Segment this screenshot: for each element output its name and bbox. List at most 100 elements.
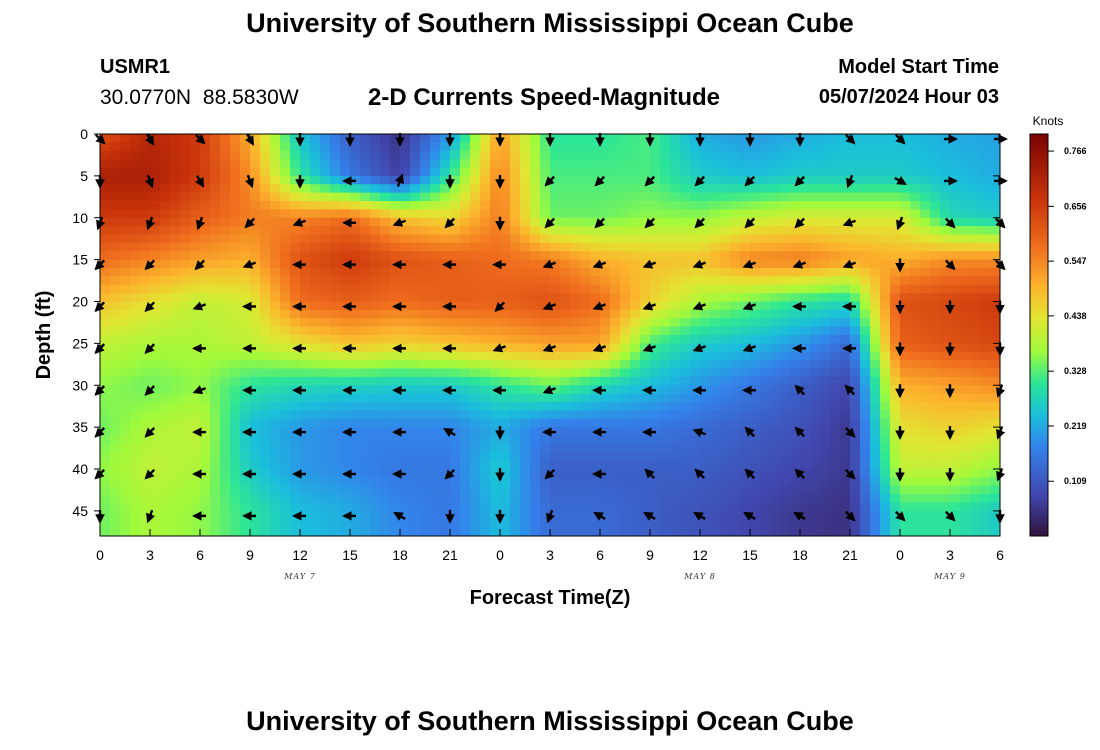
heatmap-cell	[120, 167, 131, 177]
heatmap-cell	[270, 192, 281, 202]
heatmap-cell	[400, 393, 411, 403]
heatmap-cell	[250, 226, 261, 236]
heatmap-cell	[110, 217, 121, 227]
heatmap-cell	[160, 175, 171, 185]
heatmap-cell	[970, 134, 981, 143]
heatmap-cell	[720, 259, 731, 269]
heatmap-cell	[260, 443, 271, 453]
heatmap-cell	[680, 251, 691, 261]
heatmap-cell	[510, 251, 521, 261]
heatmap-cell	[930, 469, 941, 478]
heatmap-cell	[260, 385, 271, 395]
heatmap-cell	[590, 184, 601, 194]
heatmap-cell	[100, 418, 111, 428]
heatmap-cell	[480, 184, 491, 194]
heatmap-cell	[670, 477, 681, 487]
heatmap-cell	[860, 217, 871, 227]
heatmap-cell	[890, 326, 901, 336]
heatmap-cell	[170, 201, 181, 210]
heatmap-cell	[260, 301, 271, 311]
heatmap-cell	[880, 443, 891, 453]
heatmap-cell	[220, 276, 231, 286]
heatmap-cell	[370, 209, 381, 219]
heatmap-cell	[640, 519, 651, 529]
heatmap-cell	[990, 326, 1000, 336]
heatmap-cell	[160, 418, 171, 428]
heatmap-cell	[140, 485, 151, 495]
heatmap-cell	[260, 477, 271, 487]
heatmap-cell	[550, 242, 561, 252]
heatmap-cell	[170, 376, 181, 386]
heatmap-cell	[310, 527, 321, 536]
heatmap-cell	[830, 410, 841, 420]
heatmap-cell	[420, 209, 431, 219]
heatmap-cell	[420, 318, 431, 328]
heatmap-cell	[690, 326, 701, 336]
heatmap-cell	[870, 510, 881, 520]
heatmap-cell	[410, 268, 421, 277]
heatmap-cell	[890, 360, 901, 370]
heatmap-cell	[990, 469, 1000, 478]
heatmap-cell	[760, 251, 771, 261]
heatmap-cell	[370, 360, 381, 370]
heatmap-cell	[230, 326, 241, 336]
heatmap-cell	[840, 209, 851, 219]
heatmap-cell	[810, 502, 821, 512]
heatmap-cell	[280, 167, 291, 177]
heatmap-cell	[320, 142, 331, 152]
heatmap-cell	[230, 234, 241, 244]
heatmap-cell	[120, 402, 131, 411]
current-arrow	[844, 384, 856, 396]
heatmap-cell	[310, 477, 321, 487]
heatmap-cell	[920, 293, 931, 303]
heatmap-cell	[100, 485, 111, 495]
heatmap-cell	[880, 251, 891, 261]
heatmap-cell	[330, 477, 341, 487]
heatmap-cell	[870, 368, 881, 378]
heatmap-cell	[150, 343, 161, 353]
heatmap-cell	[600, 318, 611, 328]
heatmap-cell	[550, 485, 561, 495]
heatmap-cell	[350, 460, 361, 470]
heatmap-cell	[740, 360, 751, 370]
heatmap-cell	[410, 385, 421, 395]
heatmap-cell	[390, 192, 401, 202]
heatmap-cell	[250, 209, 261, 219]
heatmap-cell	[280, 134, 291, 143]
heatmap-cell	[740, 268, 751, 277]
heatmap-cell	[220, 519, 231, 529]
heatmap-cell	[210, 251, 221, 261]
heatmap-cell	[550, 259, 561, 269]
heatmap-cell	[930, 360, 941, 370]
heatmap-cell	[990, 259, 1000, 269]
heatmap-cell	[890, 284, 901, 294]
heatmap-cell	[440, 460, 451, 470]
heatmap-cell	[730, 209, 741, 219]
heatmap-cell	[750, 192, 761, 202]
heatmap-cell	[640, 326, 651, 336]
heatmap-cell	[670, 293, 681, 303]
heatmap-cell	[330, 402, 341, 411]
heatmap-cell	[790, 335, 801, 344]
heatmap-cell	[880, 268, 891, 277]
heatmap-cell	[400, 217, 411, 227]
heatmap-cell	[230, 435, 241, 445]
station-id: USMR1	[100, 56, 171, 78]
heatmap-cell	[150, 167, 161, 177]
heatmap-cell	[470, 502, 481, 512]
heatmap-cell	[280, 192, 291, 202]
heatmap-cell	[160, 268, 171, 277]
day-label: MAY 9	[933, 572, 966, 581]
heatmap-cell	[650, 393, 661, 403]
heatmap-cell	[680, 485, 691, 495]
heatmap-cell	[770, 242, 781, 252]
heatmap-cell	[660, 184, 671, 194]
heatmap-cell	[860, 242, 871, 252]
heatmap-cell	[190, 527, 201, 536]
heatmap-cell	[350, 335, 361, 344]
heatmap-cell	[120, 418, 131, 428]
current-arrow	[643, 511, 656, 521]
heatmap-cell	[480, 376, 491, 386]
heatmap-cell	[450, 309, 461, 319]
heatmap-cell	[230, 309, 241, 319]
